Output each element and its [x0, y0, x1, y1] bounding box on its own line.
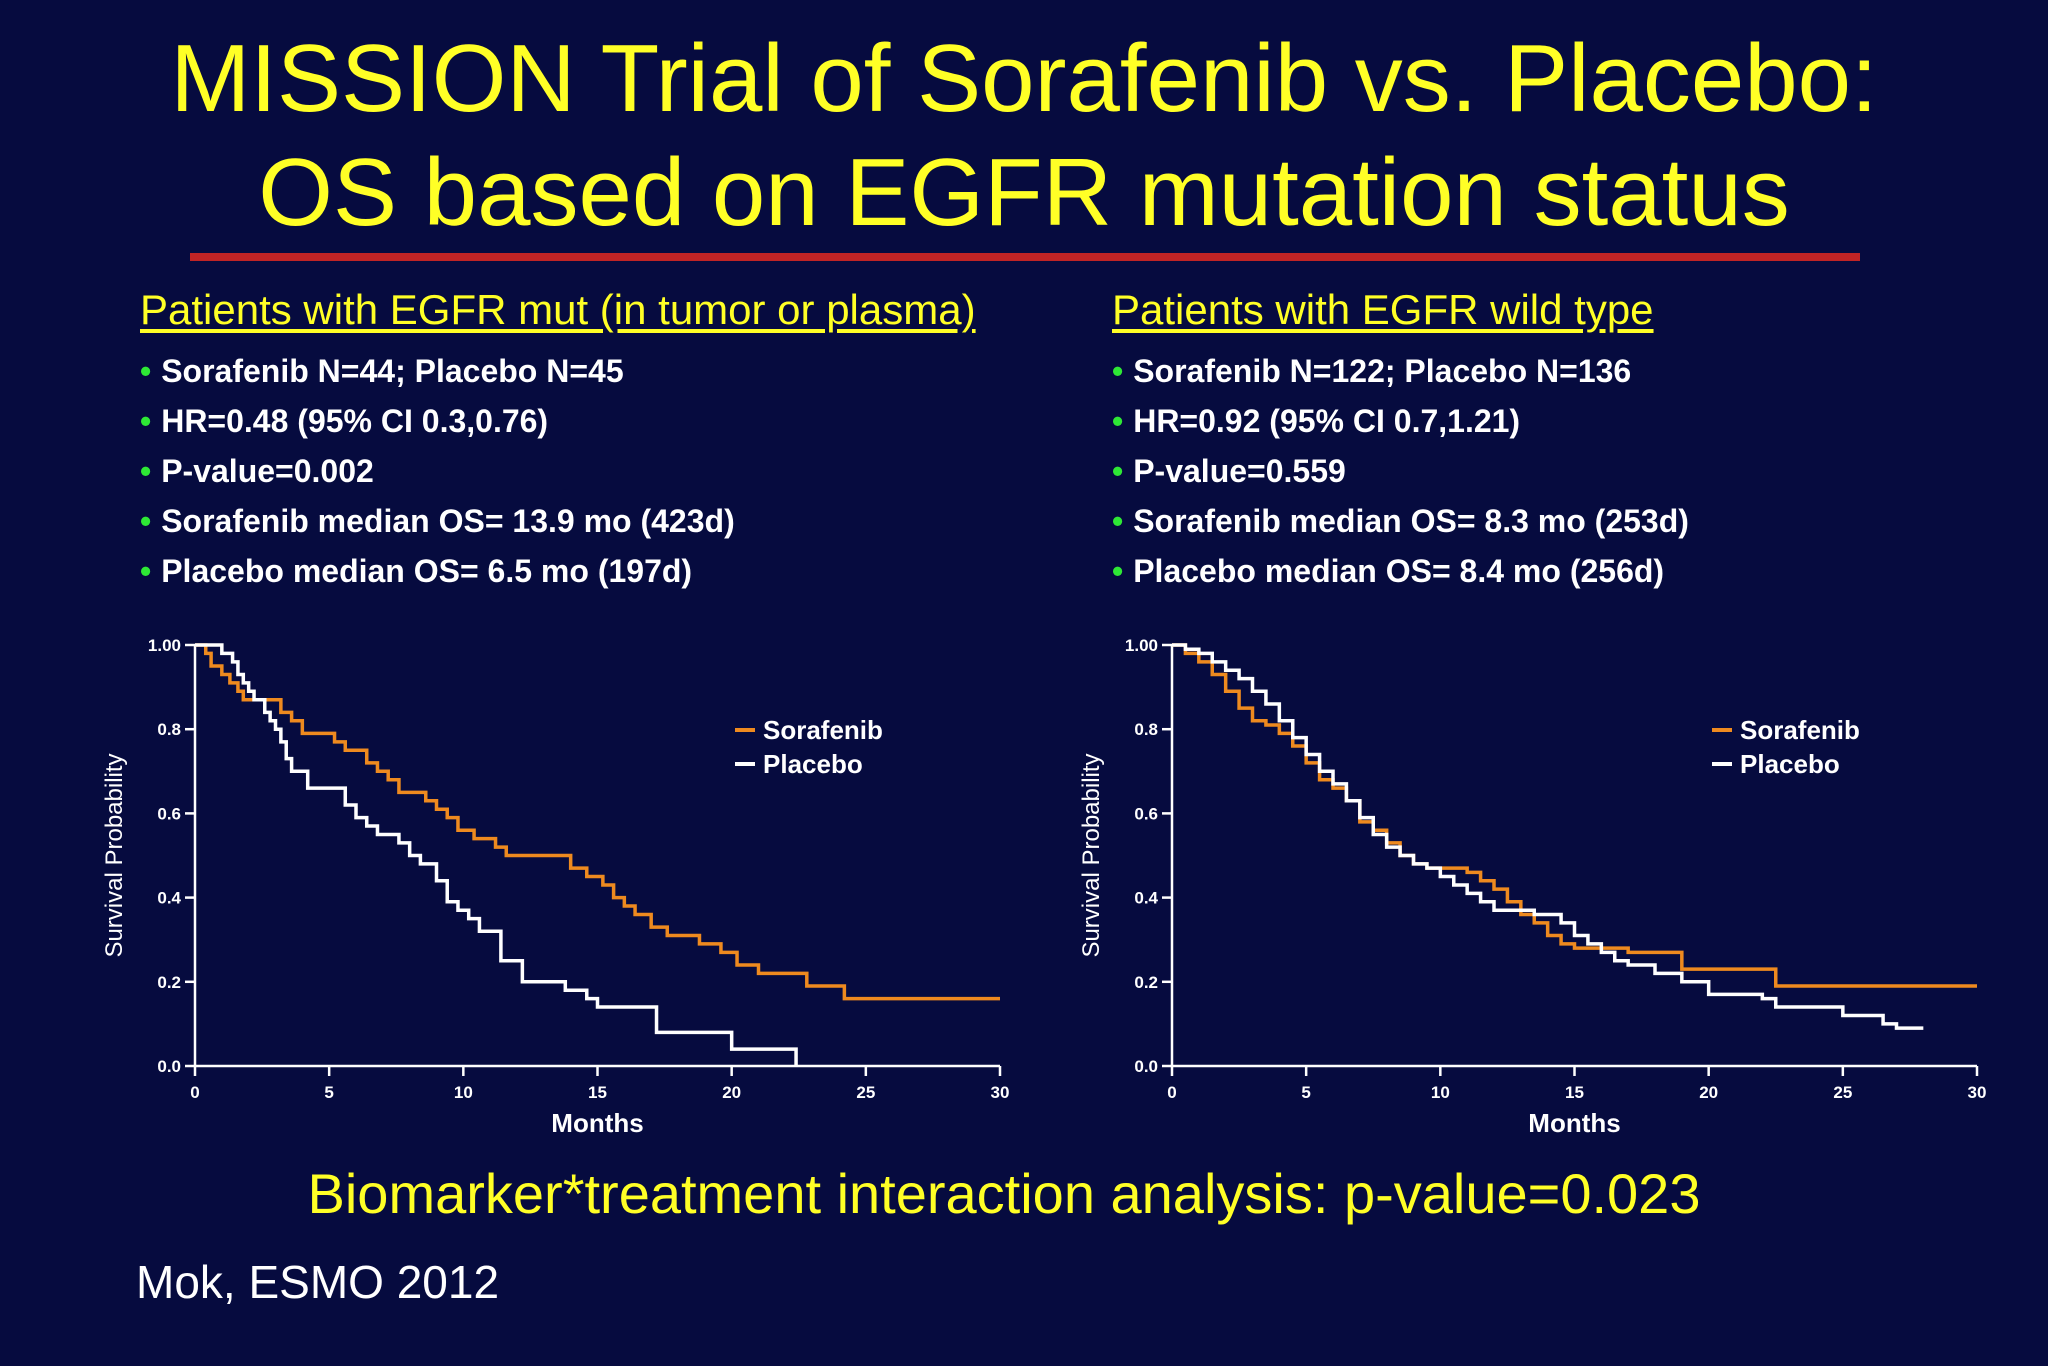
list-item-text: HR=0.48 (95% CI 0.3,0.76) — [161, 403, 549, 439]
x-tick-label: 0 — [1167, 1083, 1176, 1102]
x-tick-label: 25 — [856, 1083, 875, 1102]
bullet-icon: • — [140, 403, 152, 439]
x-tick-label: 20 — [722, 1083, 741, 1102]
panel-egfr-wild-type: Patients with EGFR wild type • Sorafenib … — [1112, 282, 1689, 596]
x-tick-label: 15 — [588, 1083, 607, 1102]
y-tick-label: 0.6 — [1134, 804, 1158, 823]
slide-title-line-1: MISSION Trial of Sorafenib vs. Placebo: — [170, 25, 1878, 132]
y-tick-label: 1.00 — [1125, 636, 1158, 655]
list-item-text: Sorafenib N=44; Placebo N=45 — [161, 353, 624, 389]
survival-curve-sorafenib — [195, 643, 1000, 1001]
legend-label-sorafenib: Sorafenib — [763, 715, 883, 745]
slide-title: MISSION Trial of Sorafenib vs. Placebo: … — [0, 22, 2048, 250]
list-item-text: Placebo median OS= 6.5 mo (197d) — [161, 553, 693, 589]
x-tick-label: 5 — [324, 1083, 333, 1102]
x-tick-label: 15 — [1565, 1083, 1584, 1102]
y-tick-label: 0.4 — [1134, 889, 1158, 908]
list-item: • P-value=0.559 — [1112, 446, 1689, 496]
y-tick-label: 0.4 — [157, 889, 181, 908]
y-tick-label: 0.6 — [157, 804, 181, 823]
list-item-text: Sorafenib N=122; Placebo N=136 — [1133, 353, 1632, 389]
x-tick-label: 10 — [454, 1083, 473, 1102]
x-tick-label: 10 — [1431, 1083, 1450, 1102]
panel-egfr-mut: Patients with EGFR mut (in tumor or plas… — [140, 282, 976, 596]
list-item: • Sorafenib median OS= 13.9 mo (423d) — [140, 496, 976, 546]
slide-title-line-2: OS based on EGFR mutation status — [258, 139, 1790, 246]
list-item: • HR=0.48 (95% CI 0.3,0.76) — [140, 396, 976, 446]
y-tick-label: 1.00 — [148, 636, 181, 655]
citation: Mok, ESMO 2012 — [136, 1256, 500, 1308]
y-tick-label: 0.2 — [1134, 973, 1158, 992]
km-chart-egfr-wild-type: 0.0 0.2 0.4 0.6 0.8 1.00 0 5 10 15 20 25 30 Months Sur… — [1062, 620, 1997, 1155]
legend-label-placebo: Placebo — [1740, 749, 1840, 779]
survival-curve-placebo — [1172, 643, 1924, 1030]
bullet-icon: • — [140, 453, 152, 489]
y-axis-label: Survival Probability — [1078, 753, 1105, 957]
list-item: • Placebo median OS= 8.4 mo (256d) — [1112, 546, 1689, 596]
bullet-icon: • — [1112, 353, 1124, 389]
bullet-icon: • — [1112, 553, 1124, 589]
km-chart-svg: 0.0 0.2 0.4 0.6 0.8 1.00 0 5 10 15 20 25 30 Months Sur… — [1078, 636, 1987, 1138]
list-item-text: P-value=0.002 — [161, 453, 374, 489]
legend-label-placebo: Placebo — [763, 749, 863, 779]
title-divider — [190, 253, 1860, 261]
list-item: • Placebo median OS= 6.5 mo (197d) — [140, 546, 976, 596]
list-item: • HR=0.92 (95% CI 0.7,1.21) — [1112, 396, 1689, 446]
panel-heading: Patients with EGFR wild type — [1112, 286, 1654, 333]
stats-list: • Sorafenib N=122; Placebo N=136 • HR=0.92… — [1112, 346, 1689, 596]
km-chart-svg: 0.0 0.2 0.4 0.6 0.8 1.00 0 5 10 15 20 25 30 Months Sur… — [101, 636, 1010, 1138]
panel-heading: Patients with EGFR mut (in tumor or plas… — [140, 286, 976, 333]
list-item-text: Placebo median OS= 8.4 mo (256d) — [1133, 553, 1665, 589]
x-tick-label: 20 — [1699, 1083, 1718, 1102]
bullet-icon: • — [1112, 453, 1124, 489]
list-item-text: P-value=0.559 — [1133, 453, 1346, 489]
stats-list: • Sorafenib N=44; Placebo N=45 • HR=0.48 (… — [140, 346, 976, 596]
y-tick-label: 0.8 — [157, 720, 181, 739]
y-tick-label: 0.2 — [157, 973, 181, 992]
y-tick-label: 0.8 — [1134, 720, 1158, 739]
y-tick-label: 0.0 — [1134, 1057, 1158, 1076]
list-item-text: Sorafenib median OS= 13.9 mo (423d) — [161, 503, 735, 539]
interaction-analysis-text: Biomarker*treatment interaction analysis… — [307, 1162, 1701, 1225]
bullet-icon: • — [140, 353, 152, 389]
list-item: • Sorafenib N=44; Placebo N=45 — [140, 346, 976, 396]
list-item: • Sorafenib median OS= 8.3 mo (253d) — [1112, 496, 1689, 546]
x-tick-label: 25 — [1833, 1083, 1852, 1102]
x-axis-label: Months — [551, 1108, 643, 1138]
x-axis-label: Months — [1528, 1108, 1620, 1138]
list-item: • Sorafenib N=122; Placebo N=136 — [1112, 346, 1689, 396]
x-tick-label: 0 — [190, 1083, 199, 1102]
list-item: • P-value=0.002 — [140, 446, 976, 496]
list-item-text: Sorafenib median OS= 8.3 mo (253d) — [1133, 503, 1689, 539]
bullet-icon: • — [1112, 403, 1124, 439]
y-tick-label: 0.0 — [157, 1057, 181, 1076]
y-axis-label: Survival Probability — [101, 753, 128, 957]
list-item-text: HR=0.92 (95% CI 0.7,1.21) — [1133, 403, 1521, 439]
survival-curve-placebo — [195, 643, 798, 1066]
km-chart-egfr-mut: 0.0 0.2 0.4 0.6 0.8 1.00 0 5 10 15 20 25 30 Months Sur… — [85, 620, 1020, 1155]
x-tick-label: 30 — [991, 1083, 1010, 1102]
bullet-icon: • — [140, 553, 152, 589]
legend-label-sorafenib: Sorafenib — [1740, 715, 1860, 745]
x-tick-label: 5 — [1301, 1083, 1310, 1102]
bullet-icon: • — [1112, 503, 1124, 539]
bullet-icon: • — [140, 503, 152, 539]
x-tick-label: 30 — [1968, 1083, 1987, 1102]
